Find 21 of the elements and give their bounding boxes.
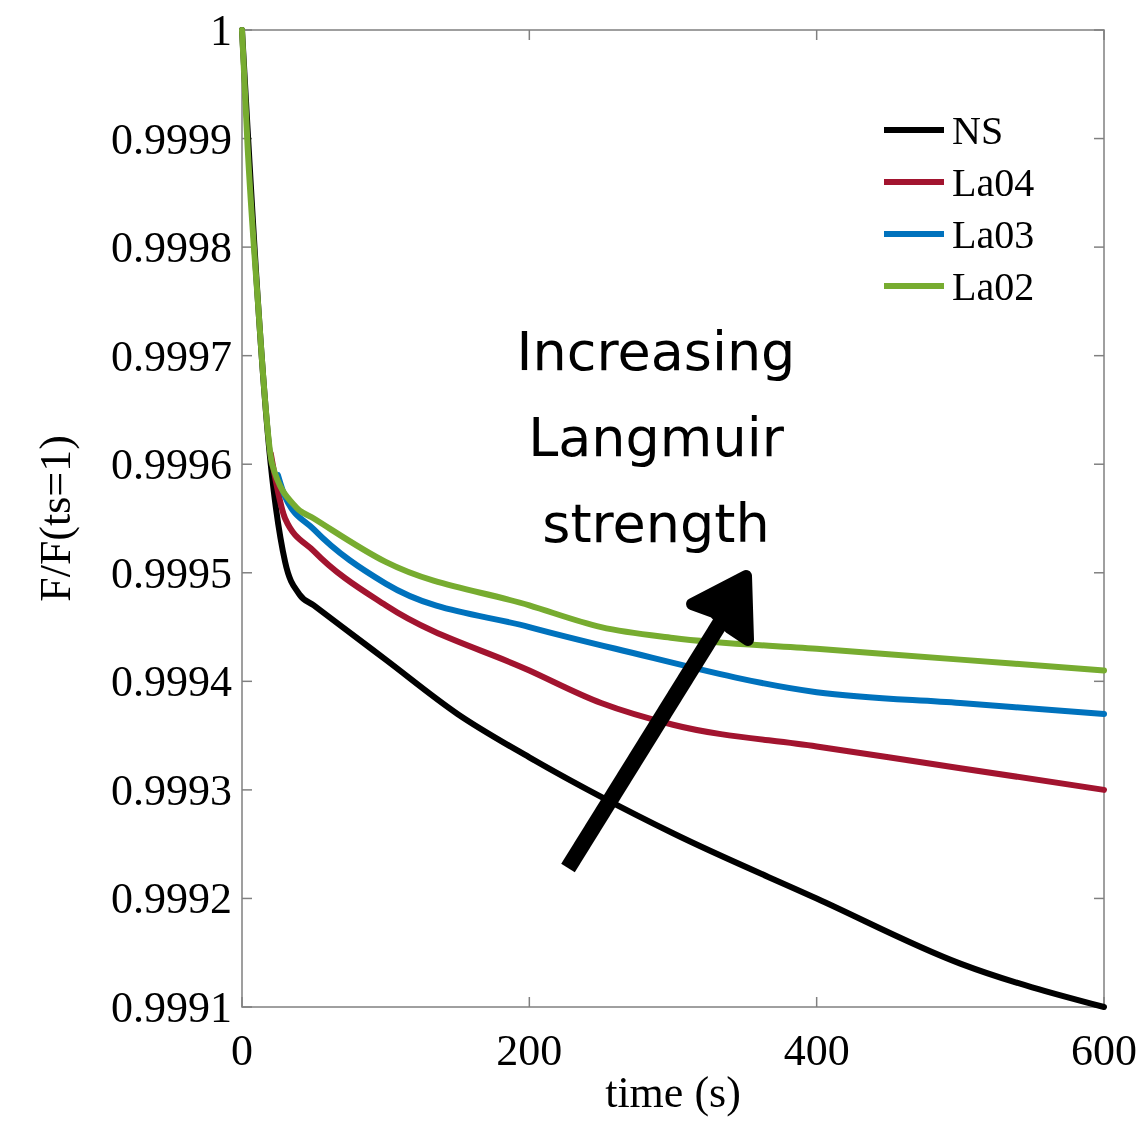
y-tick-label: 0.9997 xyxy=(111,331,232,381)
y-tick-label: 1 xyxy=(210,6,232,55)
legend-label: La03 xyxy=(952,212,1035,257)
x-tick-label: 0 xyxy=(231,1026,253,1075)
y-tick-label: 0.9994 xyxy=(111,657,232,707)
y-tick-label: 0.9998 xyxy=(111,223,232,273)
annotation: Increasing Langmuir strength xyxy=(516,320,796,555)
y-tick-label: 0.9992 xyxy=(111,874,232,924)
x-tick-label: 400 xyxy=(783,1026,850,1075)
y-tick-label: 0.9995 xyxy=(111,548,232,598)
x-tick-label: 600 xyxy=(1071,1026,1137,1075)
x-axis-title: time (s) xyxy=(605,1068,741,1117)
x-tick-label: 200 xyxy=(496,1026,563,1075)
legend-label: NS xyxy=(952,108,1004,153)
legend-label: La02 xyxy=(952,264,1035,309)
y-tick-label: 0.9999 xyxy=(111,114,232,164)
y-axis-title: F/F(ts=1) xyxy=(31,435,80,602)
legend-label: La04 xyxy=(952,160,1035,205)
y-tick-label: 0.9993 xyxy=(111,765,232,815)
y-tick-label: 0.9996 xyxy=(111,440,232,490)
y-tick-label: 0.9991 xyxy=(111,983,232,1032)
